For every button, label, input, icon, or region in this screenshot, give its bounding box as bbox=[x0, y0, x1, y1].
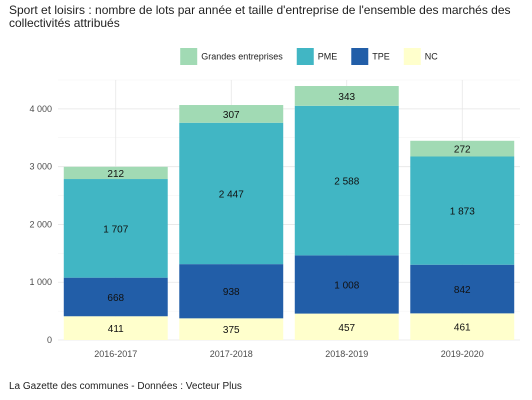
data-label-tpe-2016-2017: 668 bbox=[107, 293, 124, 304]
bar-nc-2019-2020 bbox=[410, 313, 515, 340]
y-tick-label: 3 000 bbox=[29, 162, 52, 172]
data-label-nc-2017-2018: 375 bbox=[223, 325, 240, 336]
legend-label-tpe: TPE bbox=[372, 52, 390, 62]
x-tick-label: 2018-2019 bbox=[325, 349, 368, 359]
legend-label-nc: NC bbox=[425, 52, 438, 62]
data-label-tpe-2017-2018: 938 bbox=[223, 287, 240, 298]
bar-grandes-entreprises-2018-2019 bbox=[294, 86, 399, 106]
data-label-grandes-entreprises-2016-2017: 212 bbox=[107, 169, 124, 180]
bar-pme-2019-2020 bbox=[410, 156, 515, 265]
y-tick-label: 4 000 bbox=[29, 104, 52, 114]
data-labels: 411 668 1 707 212 375 938 2 447 307 457 1 008 2 58… bbox=[103, 92, 475, 336]
bars bbox=[63, 86, 515, 340]
bar-pme-2017-2018 bbox=[179, 122, 284, 265]
bar-pme-2016-2017 bbox=[63, 179, 168, 278]
data-label-grandes-entreprises-2017-2018: 307 bbox=[223, 110, 240, 121]
legend-swatch-tpe bbox=[351, 48, 369, 65]
bar-nc-2018-2019 bbox=[294, 313, 399, 340]
bar-grandes-entreprises-2019-2020 bbox=[410, 140, 515, 157]
y-tick-label: 2 000 bbox=[29, 219, 52, 229]
bar-tpe-2018-2019 bbox=[294, 255, 399, 314]
bar-tpe-2019-2020 bbox=[410, 264, 515, 314]
y-tick-label: 0 bbox=[47, 335, 52, 345]
legend-label-pme: PME bbox=[318, 52, 338, 62]
x-tick-label: 2019-2020 bbox=[441, 349, 484, 359]
bar-pme-2018-2019 bbox=[294, 105, 399, 256]
legend-swatch-pme bbox=[296, 48, 314, 65]
chart-caption: La Gazette des communes - Données : Vect… bbox=[9, 381, 242, 392]
data-label-pme-2016-2017: 1 707 bbox=[103, 224, 128, 235]
data-label-pme-2018-2019: 2 588 bbox=[334, 177, 359, 188]
y-tick-label: 1 000 bbox=[29, 277, 52, 287]
axes: 0 1 000 2 000 3 000 4 000 2016-2017 2017-2018 2… bbox=[29, 104, 483, 359]
data-label-nc-2019-2020: 461 bbox=[454, 323, 471, 334]
x-tick-label: 2017-2018 bbox=[210, 349, 253, 359]
bar-tpe-2016-2017 bbox=[63, 277, 168, 317]
data-label-pme-2017-2018: 2 447 bbox=[219, 189, 244, 200]
data-label-tpe-2019-2020: 842 bbox=[454, 285, 471, 296]
bar-grandes-entreprises-2017-2018 bbox=[179, 105, 284, 123]
data-label-nc-2016-2017: 411 bbox=[108, 324, 124, 335]
data-label-pme-2019-2020: 1 873 bbox=[450, 207, 475, 218]
bar-nc-2016-2017 bbox=[63, 316, 168, 340]
legend: Grandes entreprises PME TPE NC bbox=[180, 48, 438, 65]
legend-swatch-nc bbox=[403, 48, 421, 65]
bar-tpe-2017-2018 bbox=[179, 264, 284, 319]
data-label-grandes-entreprises-2018-2019: 343 bbox=[338, 92, 355, 103]
data-label-nc-2018-2019: 457 bbox=[338, 323, 355, 334]
legend-label-grandes-entreprises: Grandes entreprises bbox=[201, 52, 283, 62]
chart-title: Sport et loisirs : nombre de lots par an… bbox=[9, 3, 511, 30]
bar-nc-2017-2018 bbox=[179, 318, 284, 340]
bar-grandes-entreprises-2016-2017 bbox=[63, 166, 168, 180]
data-label-tpe-2018-2019: 1 008 bbox=[334, 280, 359, 291]
legend-swatch-grandes-entreprises bbox=[180, 48, 198, 65]
x-tick-label: 2016-2017 bbox=[94, 349, 137, 359]
data-label-grandes-entreprises-2019-2020: 272 bbox=[454, 145, 471, 156]
